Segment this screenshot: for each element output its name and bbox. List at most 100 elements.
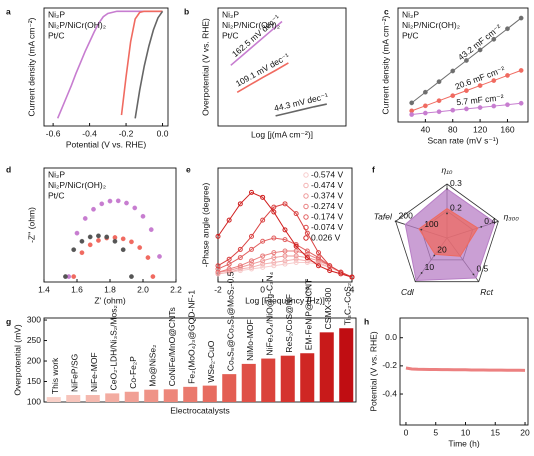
data-point (120, 236, 126, 242)
radar-tick-label: 100 (424, 219, 438, 229)
data-point (491, 36, 497, 42)
data-point (260, 194, 266, 200)
data-point (491, 78, 497, 83)
x-tick-label: 1.8 (104, 284, 116, 294)
panel-label: g (6, 316, 11, 326)
panel-label: f (372, 164, 375, 174)
bar (105, 393, 120, 402)
data-point (124, 200, 129, 206)
bar (46, 397, 61, 402)
radar-tick-label: 0.2 (450, 203, 462, 213)
data-point (249, 258, 254, 264)
radar-tick (420, 272, 423, 274)
x-tick-label: 0.0 (157, 128, 169, 138)
x-tick-label: 2 (305, 284, 310, 294)
x-tick-label: 4 (350, 284, 355, 294)
data-point (282, 201, 288, 207)
data-point (436, 98, 442, 104)
data-point (132, 205, 138, 211)
data-point (260, 217, 266, 223)
category-label: CSMX-800 (323, 287, 333, 329)
x-axis-label: Potential (V vs. RHE) (66, 139, 146, 149)
data-point (249, 261, 254, 267)
data-point (249, 246, 254, 252)
legend-marker (303, 224, 309, 231)
category-label: WSe₂-CuO (206, 340, 216, 382)
x-axis-label: Time (h) (448, 438, 479, 448)
x-tick-label: 1.6 (71, 284, 83, 294)
y-axis-label: Overpotential (V vs. RHE) (200, 18, 210, 116)
y-tick-label: 150 (27, 376, 41, 386)
data-point (477, 105, 483, 110)
legend-label: -0.574 V (311, 169, 343, 179)
category-label: CeO₂-LDH/Ni₃S₂/Mos₂ (109, 305, 119, 390)
series-line (275, 103, 327, 117)
x-tick-label: 1.4 (38, 284, 50, 294)
legend-marker (303, 193, 309, 199)
category-label: CoNiFe/MnO@CNTs (167, 307, 177, 386)
radar-tick (446, 212, 448, 215)
bar (261, 358, 276, 402)
radar-tick (446, 188, 448, 190)
data-point (282, 237, 288, 243)
bar (300, 353, 315, 402)
panel-label: b (184, 6, 189, 16)
x-tick-label: 2.2 (170, 284, 182, 294)
legend-label: Pt/C (48, 30, 65, 40)
bar (339, 328, 354, 402)
x-tick-label: 5 (433, 427, 438, 437)
data-point (477, 83, 483, 88)
series-line (134, 10, 164, 119)
radar-tick-label: 10 (425, 262, 435, 272)
data-point (157, 254, 162, 259)
x-tick-label: 10 (461, 427, 471, 437)
series-line (230, 20, 283, 66)
legend-label: -0.474 V (311, 180, 343, 190)
y-tick-label: 200 (27, 355, 41, 365)
data-point (115, 198, 121, 204)
data-point (293, 211, 299, 217)
data-point (304, 255, 310, 261)
bar (124, 391, 139, 402)
data-point (237, 246, 243, 252)
data-point (145, 255, 151, 260)
legend-label: Ni₂P/NiCr(OH)₂ (48, 180, 106, 190)
data-point (271, 263, 277, 269)
legend-marker (303, 172, 309, 178)
y-axis-label: Overpotential (mV) (12, 324, 22, 395)
data-point (293, 256, 299, 262)
data-point (293, 259, 299, 265)
plot-frame (43, 7, 169, 127)
legend-label: -0.074 V (311, 222, 343, 232)
data-point (518, 100, 524, 106)
y-tick-label: -0.2 (382, 360, 397, 370)
data-point (423, 103, 428, 109)
y-axis-label: Current density (mA cm⁻²) (26, 17, 36, 116)
data-point (99, 201, 105, 207)
x-axis-label: Log [Frequency (Hz)] (245, 295, 325, 305)
data-point (316, 255, 321, 261)
data-point (409, 100, 415, 106)
category-label: Ti₃C₂-CoS₂ (343, 283, 353, 325)
data-point (271, 250, 277, 256)
data-point (450, 107, 456, 113)
data-point (327, 263, 333, 269)
data-point (282, 253, 288, 259)
y-tick-label: 0.0 (385, 332, 397, 342)
x-tick-label: 0 (260, 284, 265, 294)
legend-label: Ni₂P/NiCr(OH)₂ (402, 20, 460, 30)
x-tick-label: 0 (404, 427, 409, 437)
data-point (327, 268, 333, 274)
bar (241, 363, 256, 402)
data-point (477, 47, 483, 53)
data-point (260, 258, 266, 264)
radar-ring (395, 183, 499, 283)
data-point (271, 255, 277, 261)
data-point (71, 247, 77, 253)
plot-frame (399, 317, 529, 426)
data-point (505, 73, 510, 78)
legend-label: Ni₂P (402, 9, 419, 19)
x-tick-label: 80 (448, 124, 458, 134)
data-point (505, 26, 510, 32)
